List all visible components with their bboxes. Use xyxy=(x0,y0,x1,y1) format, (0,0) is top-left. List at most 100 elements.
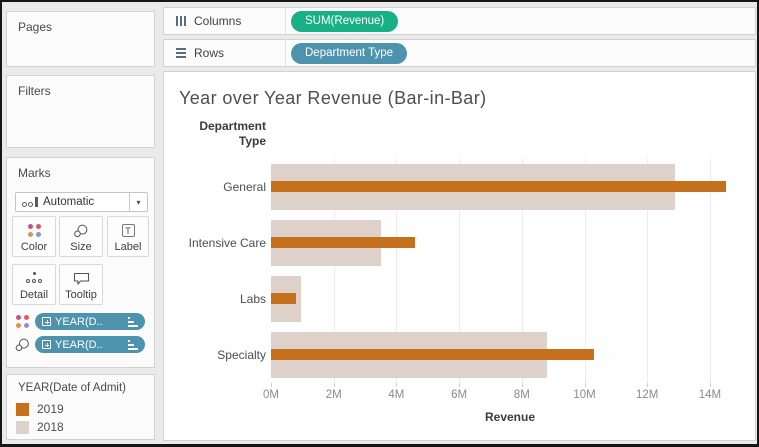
gridline xyxy=(396,159,398,383)
x-tick-label: 2M xyxy=(325,389,342,401)
pill-department-type-label: Department Type xyxy=(305,47,394,59)
bar-2019[interactable] xyxy=(271,293,297,304)
text-label-icon: T xyxy=(108,224,148,237)
x-tick-mark xyxy=(709,383,711,387)
columns-shelf-label: Columns xyxy=(194,14,242,28)
detail-button[interactable]: Detail xyxy=(12,264,56,305)
pill-sum-revenue-label: SUM(Revenue) xyxy=(305,15,385,27)
category-label[interactable]: Specialty xyxy=(217,348,266,362)
x-tick-label: 4M xyxy=(388,389,405,401)
tooltip-button-label: Tooltip xyxy=(65,289,97,301)
x-tick-mark xyxy=(396,383,398,387)
category-label[interactable]: General xyxy=(223,180,266,194)
automatic-mark-icon xyxy=(22,197,38,207)
gridline xyxy=(709,159,711,383)
marks-pill-year-color[interactable]: YEAR(D.. xyxy=(35,313,145,330)
x-axis-title[interactable]: Revenue xyxy=(484,410,536,424)
columns-shelf-head: Columns xyxy=(164,8,286,34)
marks-card-title: Marks xyxy=(18,166,51,180)
bar-2019[interactable] xyxy=(271,237,416,248)
mark-type-value: Automatic xyxy=(43,196,95,208)
rows-shelf[interactable]: Rows Department Type xyxy=(163,39,756,67)
x-tick-label: 12M xyxy=(636,389,659,401)
x-tick-label: 6M xyxy=(451,389,468,401)
pages-shelf[interactable]: Pages xyxy=(6,11,155,67)
worksheet-view: Year over Year Revenue (Bar-in-Bar) Depa… xyxy=(163,71,756,441)
detail-button-label: Detail xyxy=(19,289,49,301)
legend-item[interactable]: 2019 xyxy=(7,400,154,418)
rows-icon xyxy=(176,48,186,58)
mark-type-dropdown[interactable]: Automatic ▾ xyxy=(15,192,148,212)
label-button[interactable]: T Label xyxy=(107,216,149,257)
color-button-label: Color xyxy=(20,241,48,253)
x-tick-mark xyxy=(459,383,461,387)
expand-plus-icon[interactable] xyxy=(42,340,51,349)
detail-dots-icon xyxy=(13,272,55,286)
x-tick-mark xyxy=(647,383,649,387)
marks-pill-label: YEAR(D.. xyxy=(55,338,103,351)
bar-2019[interactable] xyxy=(271,349,594,360)
legend-title: YEAR(Date of Admit) xyxy=(18,382,127,394)
columns-shelf[interactable]: Columns SUM(Revenue) xyxy=(163,7,756,35)
x-tick-label: 10M xyxy=(573,389,596,401)
chevron-down-icon: ▾ xyxy=(136,197,141,207)
color-target-icon xyxy=(12,315,32,328)
chart-pane: General Intensive Care Labs Specialty xyxy=(189,159,749,383)
x-tick-mark xyxy=(333,383,335,387)
category-label[interactable]: Intensive Care xyxy=(188,236,266,250)
size-circles-icon xyxy=(60,224,102,238)
bar-row: General xyxy=(164,159,749,215)
legend-items: 2019 2018 xyxy=(7,400,154,436)
dropdown-caret-button[interactable]: ▾ xyxy=(129,193,147,211)
tooltip-bubble-icon xyxy=(60,272,102,286)
pill-sum-revenue[interactable]: SUM(Revenue) xyxy=(291,10,399,32)
rows-shelf-label: Rows xyxy=(194,46,225,60)
category-label[interactable]: Labs xyxy=(239,292,266,306)
legend-label: 2018 xyxy=(37,420,64,434)
sort-bars-icon xyxy=(128,316,138,327)
filters-shelf[interactable]: Filters xyxy=(6,75,155,148)
expand-plus-icon[interactable] xyxy=(42,317,51,326)
marks-pill-year-size[interactable]: YEAR(D.. xyxy=(35,336,145,353)
x-tick-mark xyxy=(271,383,272,387)
legend-label: 2019 xyxy=(37,402,64,416)
marks-pill-label: YEAR(D.. xyxy=(55,315,103,328)
tooltip-button[interactable]: Tooltip xyxy=(59,264,103,305)
pages-shelf-title: Pages xyxy=(18,20,53,34)
size-button[interactable]: Size xyxy=(59,216,103,257)
gridline xyxy=(521,159,523,383)
bar-row: Specialty xyxy=(164,327,749,383)
columns-icon xyxy=(176,16,186,26)
rows-shelf-head: Rows xyxy=(164,40,286,66)
legend-item[interactable]: 2018 xyxy=(7,418,154,436)
bar-2019[interactable] xyxy=(271,181,726,192)
gridline xyxy=(584,159,586,383)
marks-card: Marks Automatic ▾ Color xyxy=(6,157,155,368)
x-axis-labels: 0M 2M 4M 6M 8M 10M 12M 14M xyxy=(263,389,749,403)
sort-bars-icon xyxy=(128,339,138,350)
x-tick-label: 8M xyxy=(513,389,530,401)
label-button-label: Label xyxy=(114,241,142,253)
sheet-title[interactable]: Year over Year Revenue (Bar-in-Bar) xyxy=(179,88,487,108)
gridline xyxy=(647,159,649,383)
pill-department-type[interactable]: Department Type xyxy=(291,42,408,64)
x-tick-label: 14M xyxy=(698,389,722,401)
gridline xyxy=(459,159,461,383)
legend-swatch[interactable] xyxy=(16,420,29,434)
size-button-label: Size xyxy=(70,241,92,253)
size-target-icon xyxy=(12,338,32,352)
filters-shelf-title: Filters xyxy=(18,84,51,98)
x-tick-mark xyxy=(584,383,586,387)
legend-swatch[interactable] xyxy=(16,402,29,416)
x-tick-mark xyxy=(521,383,523,387)
color-dots-icon xyxy=(13,224,55,237)
color-button[interactable]: Color xyxy=(12,216,56,257)
x-tick-label: 0M xyxy=(263,389,279,401)
bar-row: Labs xyxy=(164,271,749,327)
bar-row: Intensive Care xyxy=(164,215,749,271)
row-field-header[interactable]: Department Type xyxy=(199,119,266,148)
color-legend-card[interactable]: YEAR(Date of Admit) 2019 2018 xyxy=(6,374,155,440)
x-axis-ticks xyxy=(271,383,749,387)
gridline xyxy=(333,159,335,383)
